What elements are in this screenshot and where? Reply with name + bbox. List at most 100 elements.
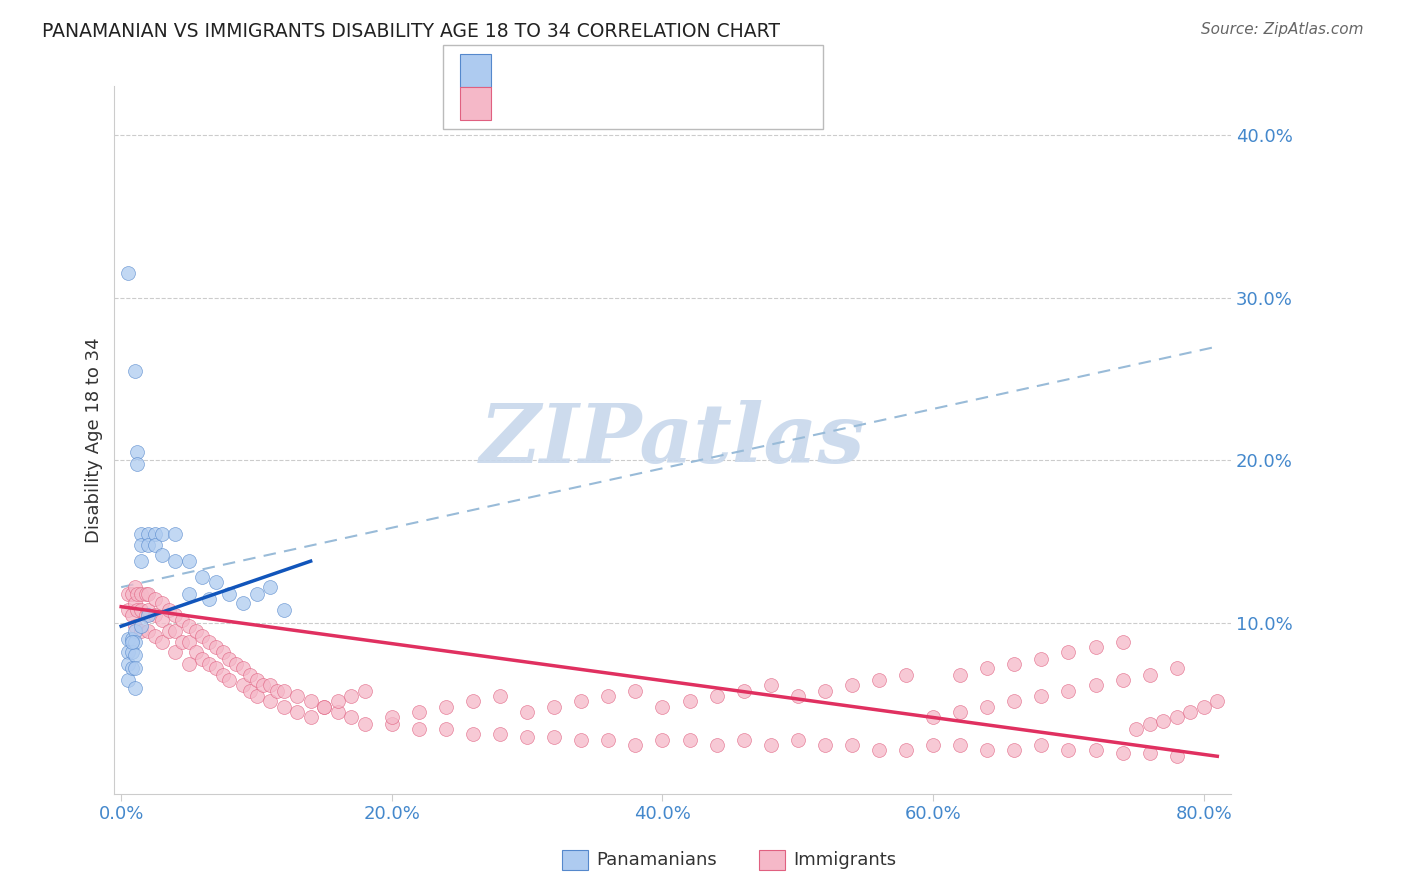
Point bbox=[165, 526, 187, 541]
Point bbox=[706, 738, 728, 752]
Point bbox=[218, 651, 240, 665]
Point bbox=[117, 603, 139, 617]
Point bbox=[814, 684, 837, 698]
Point bbox=[131, 554, 153, 568]
Point bbox=[1192, 700, 1215, 714]
Point bbox=[340, 689, 363, 703]
Point bbox=[177, 587, 200, 601]
Point bbox=[1057, 743, 1080, 757]
Point bbox=[127, 603, 149, 617]
Point bbox=[245, 587, 267, 601]
Point bbox=[922, 710, 945, 724]
Point bbox=[381, 716, 404, 731]
Point bbox=[245, 689, 267, 703]
Point bbox=[259, 580, 281, 594]
Point bbox=[131, 603, 153, 617]
Point bbox=[786, 733, 808, 747]
Point bbox=[1152, 714, 1174, 728]
Point bbox=[624, 684, 647, 698]
Point bbox=[177, 619, 200, 633]
Point bbox=[273, 684, 295, 698]
Point bbox=[225, 657, 247, 671]
Point bbox=[177, 554, 200, 568]
Point bbox=[285, 706, 308, 720]
Point bbox=[131, 538, 153, 552]
Point bbox=[353, 716, 375, 731]
Point bbox=[1125, 722, 1147, 736]
Point bbox=[232, 596, 254, 610]
Point bbox=[124, 624, 146, 638]
Point bbox=[353, 684, 375, 698]
Point bbox=[381, 710, 404, 724]
Point bbox=[340, 710, 363, 724]
Point bbox=[434, 700, 457, 714]
Point bbox=[976, 700, 998, 714]
Point bbox=[184, 624, 207, 638]
Point bbox=[191, 570, 214, 584]
Point bbox=[143, 591, 166, 606]
Point bbox=[1002, 743, 1025, 757]
Point bbox=[299, 694, 322, 708]
Point bbox=[245, 673, 267, 687]
Point bbox=[1166, 710, 1188, 724]
Point bbox=[266, 684, 288, 698]
Point bbox=[252, 678, 274, 692]
Point bbox=[624, 738, 647, 752]
Point bbox=[165, 607, 187, 622]
Point bbox=[461, 726, 484, 740]
Point bbox=[165, 645, 187, 659]
Text: R =  0.102   N =  40: R = 0.102 N = 40 bbox=[505, 61, 718, 80]
Text: Immigrants: Immigrants bbox=[793, 851, 896, 869]
Point bbox=[976, 743, 998, 757]
Point bbox=[786, 689, 808, 703]
Point bbox=[1031, 738, 1053, 752]
Point bbox=[1084, 743, 1107, 757]
Point bbox=[1111, 673, 1133, 687]
Point bbox=[1031, 689, 1053, 703]
Point bbox=[143, 538, 166, 552]
Point bbox=[569, 694, 592, 708]
Point bbox=[651, 733, 673, 747]
Point bbox=[131, 624, 153, 638]
Point bbox=[841, 678, 863, 692]
Point bbox=[1111, 746, 1133, 760]
Point bbox=[678, 733, 700, 747]
Point bbox=[434, 722, 457, 736]
Point bbox=[326, 694, 349, 708]
Point bbox=[489, 689, 512, 703]
Point bbox=[184, 645, 207, 659]
Point bbox=[150, 548, 173, 562]
Point bbox=[273, 603, 295, 617]
Point bbox=[177, 635, 200, 649]
Point bbox=[1139, 668, 1161, 682]
Point bbox=[121, 645, 143, 659]
Text: ZIPatlas: ZIPatlas bbox=[479, 400, 865, 480]
Text: R = -0.821   N = 148: R = -0.821 N = 148 bbox=[505, 94, 727, 113]
Point bbox=[135, 607, 157, 622]
Point bbox=[117, 266, 139, 280]
Point bbox=[211, 668, 233, 682]
Point bbox=[651, 700, 673, 714]
Point bbox=[894, 743, 917, 757]
Point bbox=[117, 645, 139, 659]
Point bbox=[598, 733, 620, 747]
Point bbox=[121, 635, 143, 649]
Point bbox=[211, 645, 233, 659]
Point bbox=[124, 364, 146, 378]
Point bbox=[117, 657, 139, 671]
Point bbox=[218, 587, 240, 601]
Point bbox=[124, 580, 146, 594]
Point bbox=[868, 743, 890, 757]
Point bbox=[150, 526, 173, 541]
Point bbox=[314, 700, 336, 714]
Point bbox=[976, 661, 998, 675]
Point bbox=[949, 668, 972, 682]
Point bbox=[191, 629, 214, 643]
Point bbox=[198, 635, 221, 649]
Point bbox=[259, 694, 281, 708]
Point bbox=[205, 575, 228, 590]
Point bbox=[1002, 657, 1025, 671]
Point bbox=[136, 607, 159, 622]
Point bbox=[124, 648, 146, 663]
Point bbox=[136, 526, 159, 541]
